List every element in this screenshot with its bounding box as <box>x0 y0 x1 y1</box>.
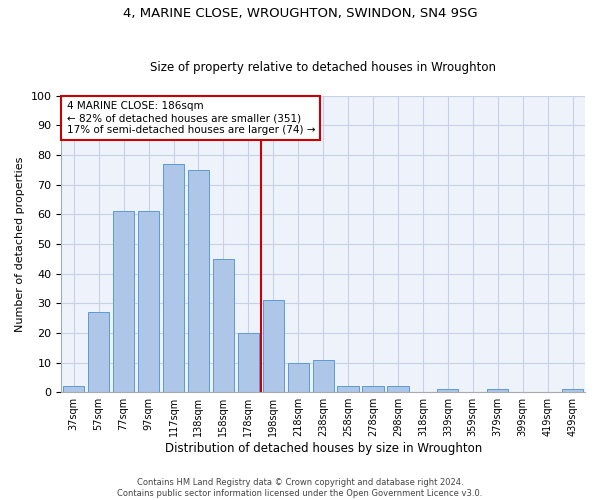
Bar <box>213 258 234 392</box>
Title: Size of property relative to detached houses in Wroughton: Size of property relative to detached ho… <box>150 60 496 74</box>
Bar <box>437 389 458 392</box>
Bar <box>88 312 109 392</box>
Bar <box>337 386 359 392</box>
Text: 4 MARINE CLOSE: 186sqm
← 82% of detached houses are smaller (351)
17% of semi-de: 4 MARINE CLOSE: 186sqm ← 82% of detached… <box>67 102 315 134</box>
Bar <box>63 386 85 392</box>
Y-axis label: Number of detached properties: Number of detached properties <box>15 156 25 332</box>
Bar <box>362 386 383 392</box>
Bar <box>487 389 508 392</box>
Bar <box>287 362 309 392</box>
Text: Contains HM Land Registry data © Crown copyright and database right 2024.
Contai: Contains HM Land Registry data © Crown c… <box>118 478 482 498</box>
Bar <box>388 386 409 392</box>
Bar <box>113 211 134 392</box>
Bar <box>562 389 583 392</box>
Text: 4, MARINE CLOSE, WROUGHTON, SWINDON, SN4 9SG: 4, MARINE CLOSE, WROUGHTON, SWINDON, SN4… <box>122 8 478 20</box>
Bar <box>238 333 259 392</box>
Bar <box>163 164 184 392</box>
Bar <box>138 211 159 392</box>
Bar <box>313 360 334 392</box>
Bar <box>188 170 209 392</box>
Bar <box>263 300 284 392</box>
X-axis label: Distribution of detached houses by size in Wroughton: Distribution of detached houses by size … <box>164 442 482 455</box>
